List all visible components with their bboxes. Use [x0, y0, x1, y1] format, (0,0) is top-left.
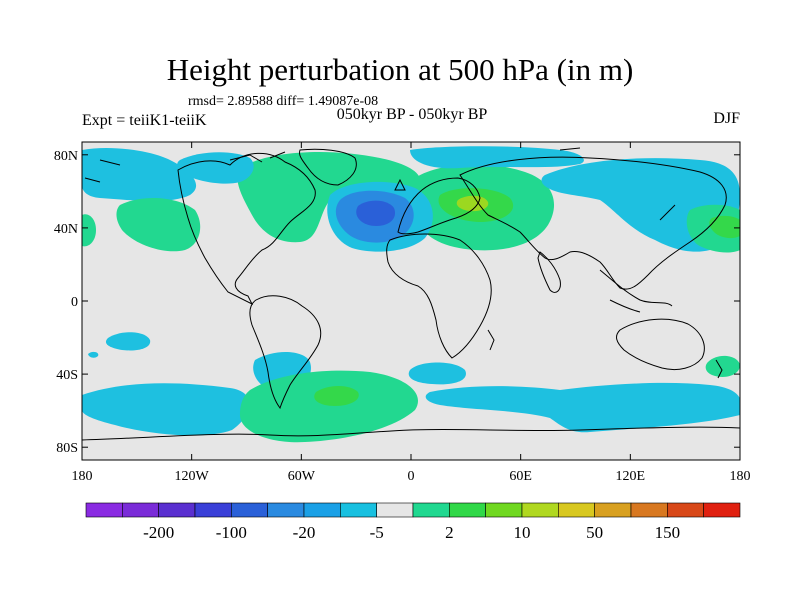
- colorbar-label: 150: [655, 523, 681, 542]
- colorbar-label: -5: [370, 523, 384, 542]
- colorbar-label: -20: [293, 523, 316, 542]
- anomaly-west-pacific-core: [709, 215, 740, 239]
- colorbar-label: -200: [143, 523, 174, 542]
- coastline-europe: [397, 177, 481, 235]
- colorbar-label: -100: [216, 523, 247, 542]
- page-title: Height perturbation at 500 hPa (in m): [166, 52, 634, 87]
- colorbar-swatch: [303, 502, 341, 518]
- anomaly-field: [82, 146, 740, 443]
- coastline-japan: [659, 204, 676, 221]
- coastline-southeast-asia: [599, 269, 673, 313]
- latitude-axis: 80N 40N 0 40S 80S: [54, 149, 740, 456]
- lon-tick-label: 60E: [509, 469, 532, 484]
- colorbar-swatch: [558, 502, 595, 518]
- colorbar-swatch: [703, 502, 741, 518]
- colorbar-swatch: [122, 502, 159, 518]
- colorbar-swatch: [521, 502, 559, 518]
- lon-tick-label: 180: [72, 469, 93, 484]
- coastline-india: [537, 251, 561, 293]
- coastline-south-america: [249, 295, 322, 410]
- coastline-greenland: [299, 148, 357, 186]
- coastline-arctic-islands: [84, 147, 581, 183]
- anomaly-north-pacific-green: [116, 198, 201, 252]
- coastline-new-zealand: [715, 359, 723, 379]
- season-label: DJF: [713, 110, 740, 127]
- coastline-australia: [616, 318, 705, 371]
- colorbar-swatch: [485, 502, 523, 518]
- longitude-axis: 180 120W 60W 0 60E 120E 180: [72, 142, 751, 484]
- colorbar-label: 2: [445, 523, 454, 542]
- anomaly-south-pacific-blue-patch: [105, 332, 151, 351]
- lon-tick-label: 120W: [175, 469, 210, 484]
- coastlines: [82, 147, 740, 441]
- colorbar-label: 10: [514, 523, 531, 542]
- anomaly-south-indian-blue: [408, 362, 466, 385]
- colorbar-swatch: [449, 502, 486, 518]
- colorbar-swatch: [231, 502, 268, 518]
- colorbar-swatch: [85, 502, 123, 518]
- anomaly-southern-atlantic-core: [314, 386, 359, 406]
- lon-tick-label: 0: [408, 469, 415, 484]
- anomaly-southern-ocean-blue: [82, 383, 250, 436]
- anomaly-north-pacific-blue: [82, 148, 197, 202]
- lon-tick-label: 180: [730, 469, 751, 484]
- coastline-uk: [394, 178, 406, 191]
- colorbar-label: 50: [586, 523, 603, 542]
- colorbar: -200 -100 -20 -5 2 10 50 150: [85, 502, 741, 542]
- statistics-label: rmsd= 2.89588 diff= 1.49087e-08: [188, 94, 379, 109]
- colorbar-swatch: [340, 502, 377, 518]
- anomaly-arctic-blue: [410, 146, 584, 169]
- lat-tick-label: 80S: [56, 441, 78, 456]
- colorbar-swatch: [194, 502, 232, 518]
- colorbar-swatch: [158, 502, 196, 518]
- subtitle: 050kyr BP - 050kyr BP: [336, 106, 488, 123]
- anomaly-eurasia-peak: [456, 195, 489, 212]
- anomaly-southern-atlantic-green: [240, 370, 418, 443]
- coastline-madagascar: [487, 329, 495, 351]
- anomaly-north-america-green: [237, 152, 420, 243]
- lon-tick-label: 60W: [288, 469, 316, 484]
- lat-tick-label: 40N: [54, 222, 78, 237]
- coastline-north-america: [177, 152, 316, 306]
- colorbar-swatch: [376, 502, 414, 518]
- coastline-asia: [459, 156, 727, 290]
- coastline-africa: [386, 233, 492, 359]
- anomaly-southern-indian-ocean-blue: [425, 382, 740, 433]
- anomaly-south-pacific-green: [705, 355, 740, 377]
- colorbar-swatch: [667, 502, 704, 518]
- anomaly-north-america-blue: [177, 152, 254, 184]
- experiment-label: Expt = teiiK1-teiiK: [82, 112, 207, 129]
- anomaly-west-pacific-green: [82, 214, 96, 247]
- anomaly-atlantic-dark-blue: [356, 200, 396, 226]
- lat-tick-label: 40S: [56, 368, 78, 383]
- colorbar-swatch: [630, 502, 668, 518]
- colorbar-swatch: [412, 502, 450, 518]
- colorbar-swatch: [594, 502, 632, 518]
- colorbar-swatch: [267, 502, 305, 518]
- lon-tick-label: 120E: [616, 469, 646, 484]
- coastline-antarctica: [82, 426, 740, 441]
- lat-tick-label: 0: [71, 295, 78, 310]
- anomaly-south-pacific-blue-patch-2: [88, 351, 99, 358]
- lat-tick-label: 80N: [54, 149, 78, 164]
